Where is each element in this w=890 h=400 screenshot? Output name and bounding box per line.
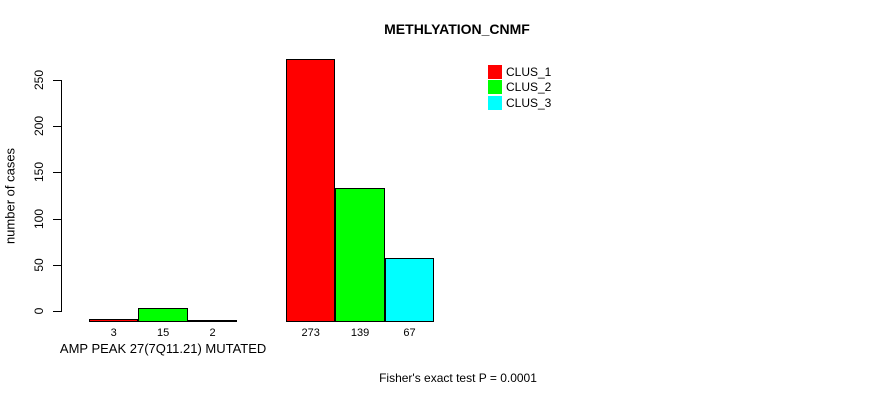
legend-label-clus_2: CLUS_2 (506, 80, 552, 95)
bar-value-label: 15 (156, 327, 170, 339)
y-axis-tick-label: 150 (32, 162, 46, 183)
y-axis-title: number of cases (2, 147, 18, 245)
y-axis-tick-label: 200 (32, 116, 46, 137)
y-axis-tick-label: 100 (32, 208, 46, 229)
y-axis-tick-label: 0 (32, 307, 46, 315)
y-axis-tick (53, 264, 61, 266)
bar-value-label: 67 (403, 327, 416, 339)
y-axis-tick (53, 80, 61, 81)
y-axis-tick (53, 218, 61, 220)
bar-value-label: 139 (350, 327, 370, 339)
legend-swatch-clus_3 (488, 95, 502, 110)
x-axis-group-label: AMP PEAK 27(7Q11.21) MUTATED (59, 341, 267, 356)
y-axis-tick-label: 250 (32, 69, 46, 91)
fisher-test-annotation: Fisher's exact test P = 0.0001 (379, 371, 537, 385)
legend-label-clus_3: CLUS_3 (506, 95, 552, 110)
y-axis-line (61, 80, 62, 312)
chart-title: METHLYATION_CNMF (384, 21, 530, 37)
y-axis-tick (53, 172, 61, 174)
legend-swatch-clus_2 (488, 80, 502, 95)
y-axis-tick (53, 126, 61, 128)
bar-clus_1-group1 (89, 319, 139, 322)
bar-clus_2-group2 (335, 188, 385, 322)
legend-label-clus_1: CLUS_1 (506, 65, 552, 79)
bar-value-label: 3 (110, 327, 117, 339)
bar-clus_1-group2 (286, 59, 336, 322)
bar-clus_2-group1 (138, 308, 188, 322)
y-axis-tick (53, 311, 61, 312)
y-axis-tick-label: 50 (32, 258, 46, 272)
bar-clus_3-group1 (187, 320, 238, 322)
bar-clus_3-group2 (384, 258, 435, 322)
bar-value-label: 2 (209, 327, 216, 339)
legend-swatch-clus_1 (488, 65, 502, 79)
bar-value-label: 273 (301, 327, 320, 339)
